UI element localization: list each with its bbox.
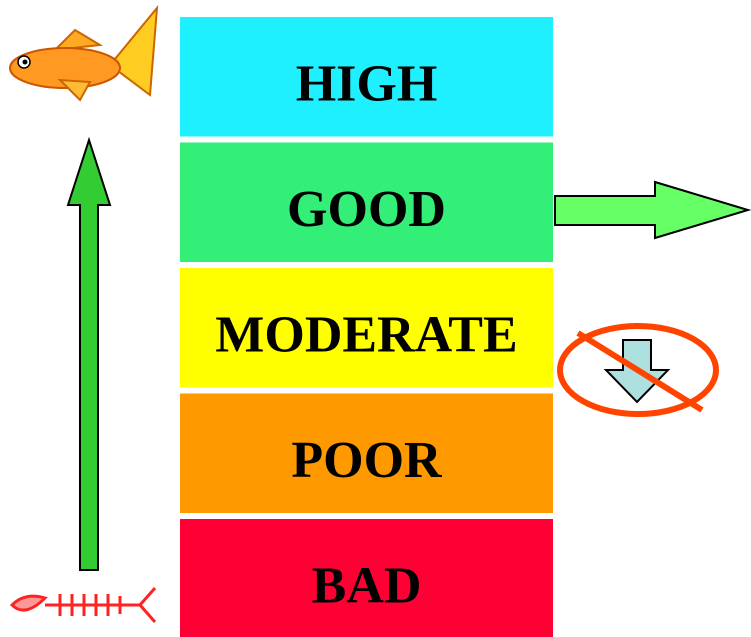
fish-icon	[10, 8, 157, 100]
band-label: MODERATE	[215, 307, 517, 364]
fish-skeleton-icon	[12, 588, 155, 622]
band-label: HIGH	[296, 56, 438, 113]
diagram: HIGH GOOD MODERATE POOR BAD	[0, 0, 751, 637]
band-label: BAD	[312, 558, 422, 615]
up-arrow	[68, 140, 110, 570]
band-stack: HIGH GOOD MODERATE POOR BAD	[180, 17, 553, 637]
no-decline-icon	[560, 326, 716, 414]
band-label: POOR	[291, 432, 443, 489]
page: HIGH GOOD MODERATE POOR BAD	[0, 0, 751, 637]
right-arrow	[555, 182, 748, 238]
band-label: GOOD	[287, 181, 446, 238]
